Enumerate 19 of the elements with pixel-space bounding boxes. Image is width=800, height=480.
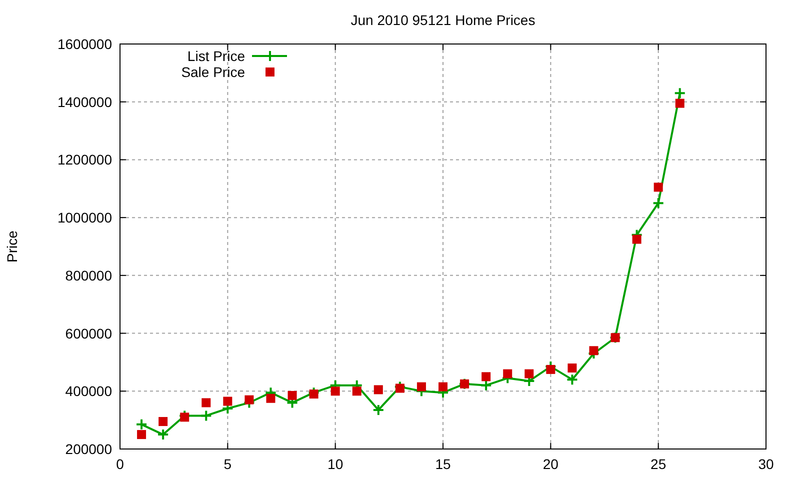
y-axis-title: Price	[4, 230, 20, 262]
y-tick-label: 1200000	[57, 152, 112, 168]
x-tick-label: 10	[328, 456, 344, 472]
x-tick-label: 30	[758, 456, 774, 472]
chart-title: Jun 2010 95121 Home Prices	[350, 12, 536, 28]
x-tick-label: 20	[542, 456, 559, 472]
y-tick-label: 400000	[65, 383, 112, 400]
y-tick-label: 800000	[65, 267, 112, 284]
y-tick-label: 1600000	[57, 36, 112, 52]
x-tick-label: 0	[116, 456, 124, 472]
y-tick-label: 600000	[65, 325, 112, 342]
y-tick-label: 1000000	[57, 210, 112, 226]
legend-label: Sale Price	[181, 64, 246, 80]
y-tick-label: 200000	[65, 441, 112, 457]
x-tick-label: 5	[224, 456, 232, 472]
x-tick-label: 25	[650, 456, 666, 472]
legend-label: List Price	[187, 48, 246, 64]
y-tick-label: 1400000	[57, 94, 112, 110]
x-tick-label: 15	[435, 456, 451, 472]
